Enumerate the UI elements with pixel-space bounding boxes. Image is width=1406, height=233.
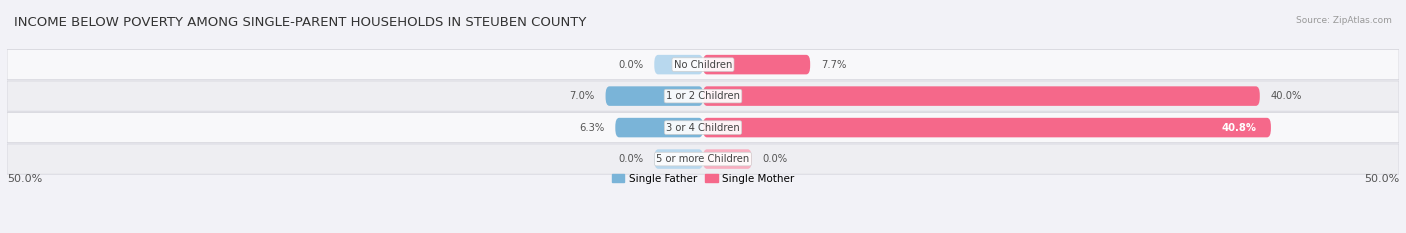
FancyBboxPatch shape — [654, 55, 703, 74]
Text: 50.0%: 50.0% — [7, 174, 42, 184]
Text: No Children: No Children — [673, 60, 733, 70]
FancyBboxPatch shape — [606, 86, 703, 106]
Text: 0.0%: 0.0% — [619, 60, 643, 70]
Text: 0.0%: 0.0% — [619, 154, 643, 164]
Text: 40.0%: 40.0% — [1271, 91, 1302, 101]
Text: 50.0%: 50.0% — [1364, 174, 1399, 184]
Text: Source: ZipAtlas.com: Source: ZipAtlas.com — [1296, 16, 1392, 25]
FancyBboxPatch shape — [703, 149, 752, 169]
Text: 7.7%: 7.7% — [821, 60, 846, 70]
FancyBboxPatch shape — [703, 86, 1260, 106]
Text: 6.3%: 6.3% — [579, 123, 605, 133]
Text: 7.0%: 7.0% — [569, 91, 595, 101]
FancyBboxPatch shape — [7, 49, 1399, 80]
FancyBboxPatch shape — [7, 81, 1399, 111]
Text: 40.8%: 40.8% — [1222, 123, 1257, 133]
Text: 0.0%: 0.0% — [763, 154, 787, 164]
FancyBboxPatch shape — [7, 144, 1399, 174]
FancyBboxPatch shape — [654, 149, 703, 169]
FancyBboxPatch shape — [616, 118, 703, 137]
Legend: Single Father, Single Mother: Single Father, Single Mother — [607, 169, 799, 188]
Text: INCOME BELOW POVERTY AMONG SINGLE-PARENT HOUSEHOLDS IN STEUBEN COUNTY: INCOME BELOW POVERTY AMONG SINGLE-PARENT… — [14, 16, 586, 29]
Text: 3 or 4 Children: 3 or 4 Children — [666, 123, 740, 133]
Text: 5 or more Children: 5 or more Children — [657, 154, 749, 164]
Text: 1 or 2 Children: 1 or 2 Children — [666, 91, 740, 101]
FancyBboxPatch shape — [703, 55, 810, 74]
FancyBboxPatch shape — [703, 118, 1271, 137]
FancyBboxPatch shape — [7, 113, 1399, 143]
